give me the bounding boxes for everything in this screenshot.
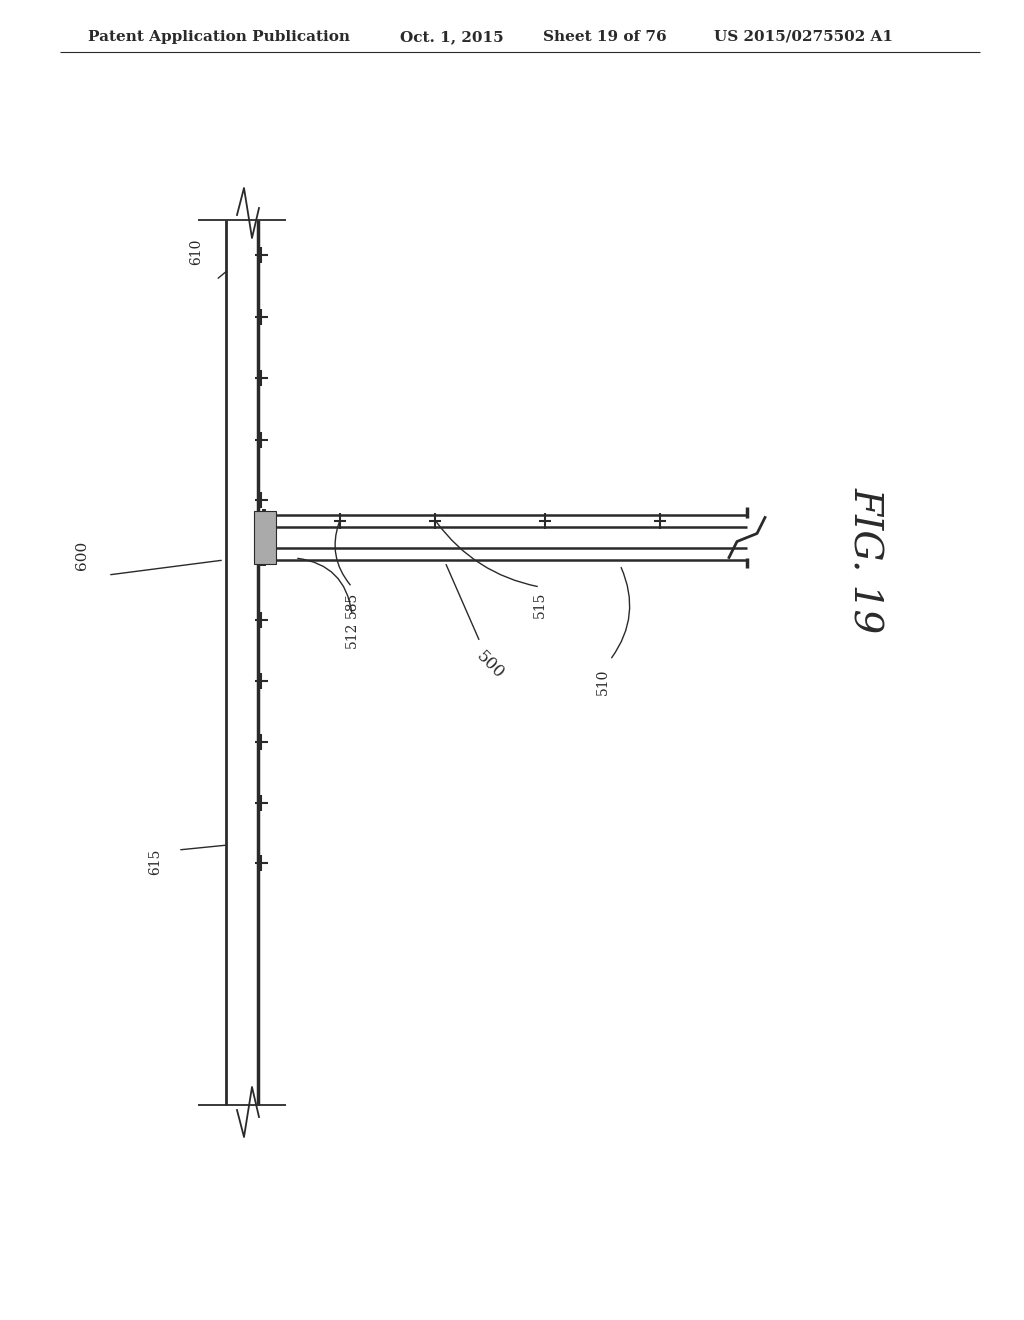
FancyArrowPatch shape	[298, 558, 351, 612]
Bar	[254, 511, 276, 564]
Text: FIG. 19: FIG. 19	[847, 487, 884, 634]
Text: Sheet 19 of 76: Sheet 19 of 76	[543, 30, 667, 44]
Text: 600: 600	[75, 540, 89, 570]
FancyArrowPatch shape	[335, 523, 350, 585]
FancyArrowPatch shape	[446, 565, 479, 639]
Text: 510: 510	[596, 669, 610, 696]
Text: 512: 512	[345, 622, 359, 648]
Text: 610: 610	[189, 239, 203, 265]
Text: Oct. 1, 2015: Oct. 1, 2015	[400, 30, 504, 44]
Text: 515: 515	[534, 591, 547, 618]
Text: 500: 500	[473, 648, 507, 682]
Text: 585: 585	[345, 591, 359, 618]
FancyArrowPatch shape	[436, 523, 538, 586]
Text: 615: 615	[148, 849, 162, 875]
FancyArrowPatch shape	[611, 568, 630, 657]
Text: Patent Application Publication: Patent Application Publication	[88, 30, 350, 44]
Text: US 2015/0275502 A1: US 2015/0275502 A1	[714, 30, 893, 44]
